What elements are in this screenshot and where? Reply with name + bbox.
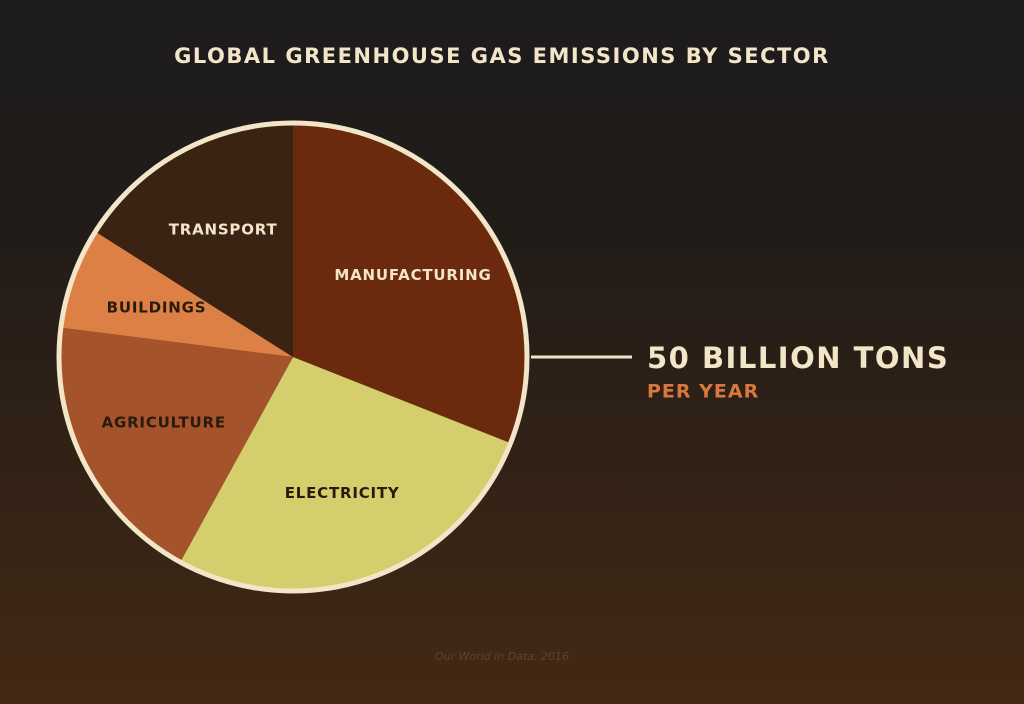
total-label: 50 BILLION TONS	[647, 341, 949, 375]
pie-slice	[180, 357, 511, 591]
chart-title: GLOBAL GREENHOUSE GAS EMISSIONS BY SECTO…	[174, 44, 830, 68]
slice-label: AGRICULTURE	[102, 413, 226, 431]
pie-outline	[56, 120, 530, 594]
pie-slice	[95, 123, 293, 357]
pie-slice	[60, 231, 294, 357]
pie-slice	[59, 327, 293, 563]
source: Our World in Data, 2016	[435, 650, 569, 663]
slice-label: TRANSPORT	[169, 220, 278, 238]
total-sublabel: PER YEAR	[647, 381, 759, 403]
slice-label: BUILDINGS	[107, 298, 207, 316]
slice-label: ELECTRICITY	[285, 484, 400, 502]
pie: MANUFACTURING ELECTRICITY AGRICULTURE BUILD…	[59, 123, 528, 591]
slice-label: MANUFACTURING	[334, 266, 491, 284]
